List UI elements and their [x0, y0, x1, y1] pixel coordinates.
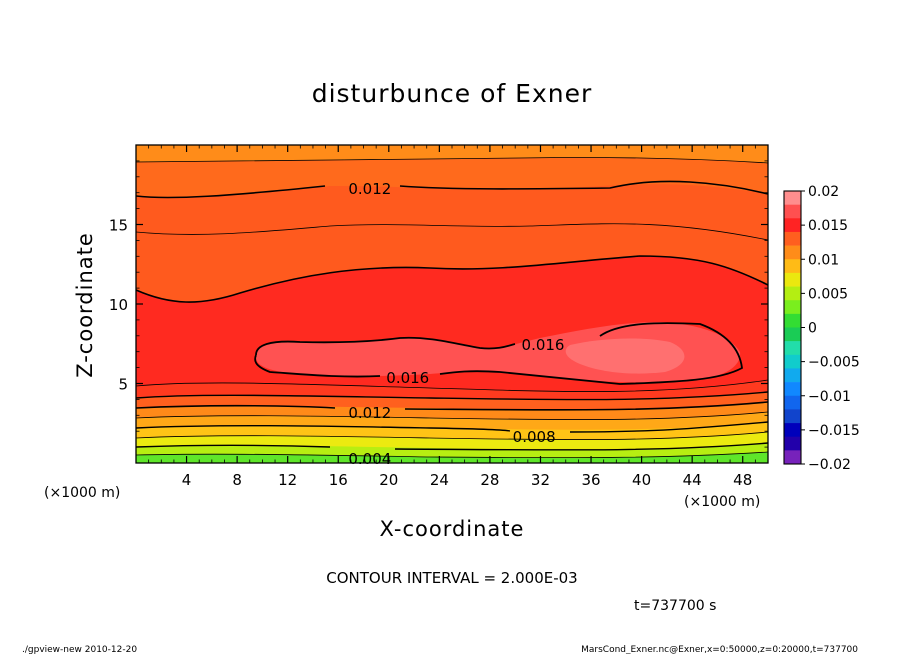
x-tick-label: 4 — [182, 471, 192, 489]
x-tick-label: 28 — [480, 471, 499, 489]
contour-label: 0.008 — [513, 428, 556, 446]
colorbar-swatch — [784, 231, 801, 246]
contour-line-0.014-lower — [136, 391, 768, 401]
y-tick-label: 15 — [109, 217, 128, 235]
colorbar-label: 0.015 — [808, 218, 848, 234]
footer-right: MarsCond_Exner.nc@Exner,x=0:50000,z=0:20… — [581, 645, 858, 654]
colorbar-swatch — [784, 409, 801, 424]
contour-line-0.011-lower — [136, 411, 768, 421]
x-axis: 4 8 12 16 20 24 28 32 36 40 44 48 — [148, 145, 756, 489]
x-tick-label: 12 — [278, 471, 297, 489]
contour-line-0.016 — [254, 322, 743, 385]
colorbar-label: −0.015 — [808, 423, 860, 439]
contour-lines — [136, 157, 768, 459]
contour-line-0.015-lower — [136, 379, 768, 392]
colorbar-swatch — [784, 204, 801, 219]
time-label: t=737700 s — [634, 598, 716, 614]
x-tick-label: 48 — [733, 471, 752, 489]
colorbar-swatch — [784, 245, 801, 260]
contour-interval: CONTOUR INTERVAL = 2.000E-03 — [326, 569, 577, 587]
contour-label: 0.004 — [348, 450, 391, 468]
x-tick-label: 8 — [232, 471, 242, 489]
contour-label: 0.012 — [348, 180, 391, 198]
colorbar-swatch — [784, 450, 801, 465]
colorbar-label: 0.01 — [808, 252, 839, 268]
x-tick-label: 36 — [581, 471, 600, 489]
contour-line-0.010-lower — [136, 421, 768, 433]
x-tick-label: 40 — [632, 471, 651, 489]
y-axis-unit: (×1000 m) — [44, 485, 120, 501]
x-tick-label: 32 — [531, 471, 550, 489]
x-axis-unit: (×1000 m) — [684, 494, 760, 510]
colorbar-swatch — [784, 218, 801, 233]
colorbar-swatch — [784, 272, 801, 287]
y-tick-label: 10 — [109, 296, 128, 314]
x-axis-label: X-coordinate — [380, 517, 525, 541]
colorbar-swatch — [784, 395, 801, 410]
colorbar: 0.02 0.015 0.01 0.005 0 −0.005 −0.01 −0.015 −0.0… — [783, 184, 860, 473]
x-tick-label: 16 — [329, 471, 348, 489]
colorbar-swatch — [784, 300, 801, 315]
contour-label: 0.016 — [522, 336, 565, 354]
colorbar-swatch — [784, 354, 801, 369]
colorbar-label: 0 — [808, 321, 817, 337]
contour-line-0.011-top — [136, 157, 768, 164]
x-tick-label: 20 — [379, 471, 398, 489]
contour-line-0.013-top — [136, 223, 768, 241]
colorbar-swatch — [784, 436, 801, 451]
y-axis-label: Z-coordinate — [73, 232, 97, 378]
contour-labels: 0.012 0.016 0.016 0.012 0.008 0.004 — [348, 180, 564, 468]
contour-fill — [136, 145, 768, 463]
colorbar-label: 0.02 — [808, 184, 839, 200]
band-0.018-0.02 — [565, 338, 685, 374]
contour-label: 0.012 — [348, 404, 391, 422]
footer-left: ./gpview-new 2010-12-20 — [22, 645, 137, 654]
contour-line-0.004 — [136, 442, 768, 451]
colorbar-swatch — [784, 423, 801, 437]
contour-line-0.014 — [136, 255, 768, 303]
colorbar-label: 0.005 — [808, 286, 848, 302]
colorbar-swatch — [784, 259, 801, 274]
contour-line-0.002 — [136, 451, 768, 459]
y-tick-label: 5 — [118, 376, 128, 394]
chart-title: disturbunce of Exner — [312, 79, 593, 108]
y-axis: 5 10 15 — [109, 160, 768, 448]
contour-label: 0.016 — [386, 369, 429, 387]
colorbar-label: −0.02 — [808, 457, 851, 473]
x-tick-label: 44 — [683, 471, 702, 489]
x-tick-label: 24 — [430, 471, 449, 489]
colorbar-swatch — [784, 286, 801, 301]
colorbar-swatch — [784, 382, 801, 397]
colorbar-label: −0.005 — [808, 355, 860, 371]
colorbar-swatch — [784, 327, 801, 342]
contour-line-0.006 — [136, 431, 768, 441]
colorbar-swatch — [784, 313, 801, 328]
colorbar-label: −0.01 — [808, 389, 851, 405]
colorbar-swatch — [784, 341, 801, 356]
contour-line-0.012-lower — [136, 401, 768, 411]
colorbar-swatch — [784, 368, 801, 383]
colorbar-swatch — [784, 191, 801, 205]
contour-line-0.012-top — [136, 180, 768, 199]
